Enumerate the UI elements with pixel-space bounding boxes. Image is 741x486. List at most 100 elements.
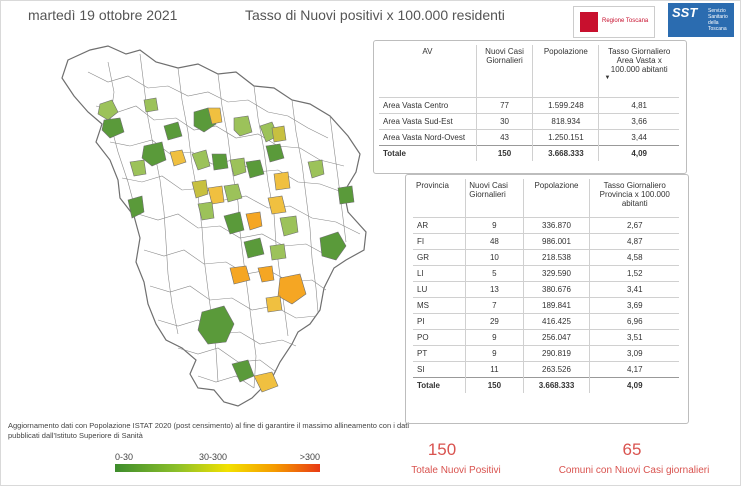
municipality-shape[interactable] (97, 99, 119, 121)
pr-name: GR (413, 249, 467, 266)
av-header-av[interactable]: AV (379, 45, 477, 98)
pr-tasso: 4,17 (589, 361, 679, 378)
municipality-shape[interactable] (319, 231, 347, 261)
municipality-shape[interactable] (191, 149, 211, 171)
municipality-shape[interactable] (229, 157, 247, 177)
municipality-shape[interactable] (265, 295, 283, 313)
municipality-shape[interactable] (267, 195, 287, 215)
table-row[interactable]: GR 10 218.538 4,58 (413, 249, 679, 266)
table-row[interactable]: Area Vasta Nord-Ovest 43 1.250.151 3,44 (379, 129, 679, 146)
sort-desc-icon: ▼ (604, 75, 611, 81)
table-row[interactable]: SI 11 263.526 4,17 (413, 361, 679, 378)
pr-popolazione: 290.819 (523, 345, 591, 362)
municipality-shape[interactable] (191, 179, 209, 199)
table-row[interactable]: PO 9 256.047 3,51 (413, 329, 679, 346)
municipality-shape[interactable] (223, 183, 243, 203)
av-total-popolazione: 3.668.333 (532, 145, 600, 161)
pr-casi: 13 (465, 281, 524, 298)
table-row[interactable]: AR 9 336.870 2,67 (413, 217, 679, 234)
av-name: Area Vasta Nord-Ovest (379, 129, 477, 146)
pr-name: PI (413, 313, 467, 330)
municipality-shape[interactable] (265, 143, 285, 163)
pr-total-label: Totale (413, 377, 467, 393)
table-total-row: Totale 150 3.668.333 4,09 (413, 377, 679, 393)
pr-tasso: 4,58 (589, 249, 679, 266)
table-row[interactable]: Area Vasta Sud-Est 30 818.934 3,66 (379, 113, 679, 130)
area-vasta-table: AV Nuovi Casi Giornalieri Popolazione Ta… (379, 45, 679, 161)
municipality-shape[interactable] (243, 237, 265, 259)
pr-name: PT (413, 345, 467, 362)
av-header-casi[interactable]: Nuovi Casi Giornalieri (476, 45, 534, 98)
pr-popolazione: 336.870 (523, 217, 591, 234)
table-total-row: Totale 150 3.668.333 4,09 (379, 145, 679, 161)
sst-logo: SST Servizio Sanitario della Toscana (668, 3, 734, 37)
regione-toscana-logo: Regione Toscana (573, 6, 655, 38)
positive-municipalities (97, 97, 355, 393)
pr-popolazione: 256.047 (523, 329, 591, 346)
tuscany-map[interactable] (48, 42, 368, 414)
municipality-shape[interactable] (273, 171, 291, 191)
pr-header-popolazione[interactable]: Popolazione (523, 179, 591, 218)
municipality-shape[interactable] (143, 97, 159, 113)
table-row[interactable]: LU 13 380.676 3,41 (413, 281, 679, 298)
municipality-shape[interactable] (101, 117, 125, 139)
pegasus-icon (580, 12, 598, 32)
table-row[interactable]: LI 5 329.590 1,52 (413, 265, 679, 282)
pr-tasso: 4,87 (589, 233, 679, 250)
municipality-shape[interactable] (253, 371, 279, 393)
municipality-shape[interactable] (223, 211, 245, 235)
av-header-tasso[interactable]: Tasso Giornaliero Area Vasta x 100.000 a… (599, 45, 679, 98)
municipality-shape[interactable] (269, 243, 287, 261)
table-row[interactable]: PT 9 290.819 3,09 (413, 345, 679, 362)
municipality-shape[interactable] (211, 153, 229, 171)
municipality-shape[interactable] (271, 125, 287, 143)
region-outline (61, 45, 367, 407)
table-row[interactable]: Area Vasta Centro 77 1.599.248 4,81 (379, 97, 679, 114)
logo-regione-text: Regione Toscana (602, 18, 649, 24)
municipality-shape[interactable] (257, 265, 275, 283)
av-header-popolazione[interactable]: Popolazione (532, 45, 600, 98)
municipality-shape[interactable] (207, 185, 225, 205)
municipality-shape[interactable] (169, 149, 187, 167)
pr-popolazione: 263.526 (523, 361, 591, 378)
av-popolazione: 1.250.151 (532, 129, 600, 146)
municipality-shape[interactable] (127, 195, 145, 219)
municipality-shape[interactable] (337, 185, 355, 205)
municipality-shape[interactable] (207, 107, 223, 125)
kpi-comuni-value: 65 (622, 440, 642, 459)
pr-name: LU (413, 281, 467, 298)
pr-tasso: 2,67 (589, 217, 679, 234)
kpi-comuni-label: Comuni con Nuovi Casi giornalieri (558, 465, 710, 476)
municipality-shape[interactable] (197, 305, 235, 345)
table-row[interactable]: MS 7 189.841 3,69 (413, 297, 679, 314)
municipality-shape[interactable] (279, 215, 299, 237)
pr-name: LI (413, 265, 467, 282)
municipality-shape[interactable] (307, 159, 325, 179)
pr-header-tasso[interactable]: Tasso Giornaliero Provincia x 100.000 ab… (599, 181, 670, 208)
pr-name: MS (413, 297, 467, 314)
pr-tasso: 3,51 (589, 329, 679, 346)
pr-popolazione: 218.538 (523, 249, 591, 266)
municipality-shape[interactable] (163, 121, 183, 141)
pr-header-casi[interactable]: Nuovi Casi Giornalieri (465, 179, 524, 218)
municipality-shape[interactable] (245, 159, 265, 179)
page-title: Tasso di Nuovi positivi x 100.000 reside… (245, 7, 505, 23)
municipality-shape[interactable] (197, 201, 215, 221)
municipality-shape[interactable] (245, 211, 263, 231)
municipality-shape[interactable] (141, 141, 167, 167)
av-total-casi: 150 (476, 145, 534, 161)
pr-header-provincia[interactable]: Provincia (413, 179, 467, 218)
table-row[interactable]: PI 29 416.425 6,96 (413, 313, 679, 330)
av-popolazione: 818.934 (532, 113, 600, 130)
av-header-tasso-label: Tasso Giornaliero Area Vasta x 100.000 a… (608, 47, 671, 74)
pr-tasso: 3,09 (589, 345, 679, 362)
area-vasta-panel: AV Nuovi Casi Giornalieri Popolazione Ta… (373, 40, 687, 174)
pr-name: PO (413, 329, 467, 346)
municipality-shape[interactable] (233, 115, 253, 137)
table-row[interactable]: FI 48 986.001 4,87 (413, 233, 679, 250)
municipality-shape[interactable] (229, 265, 251, 285)
municipality-shape[interactable] (277, 273, 307, 305)
municipality-shape[interactable] (129, 159, 147, 177)
av-total-tasso: 4,09 (598, 145, 679, 161)
pr-casi: 48 (465, 233, 524, 250)
